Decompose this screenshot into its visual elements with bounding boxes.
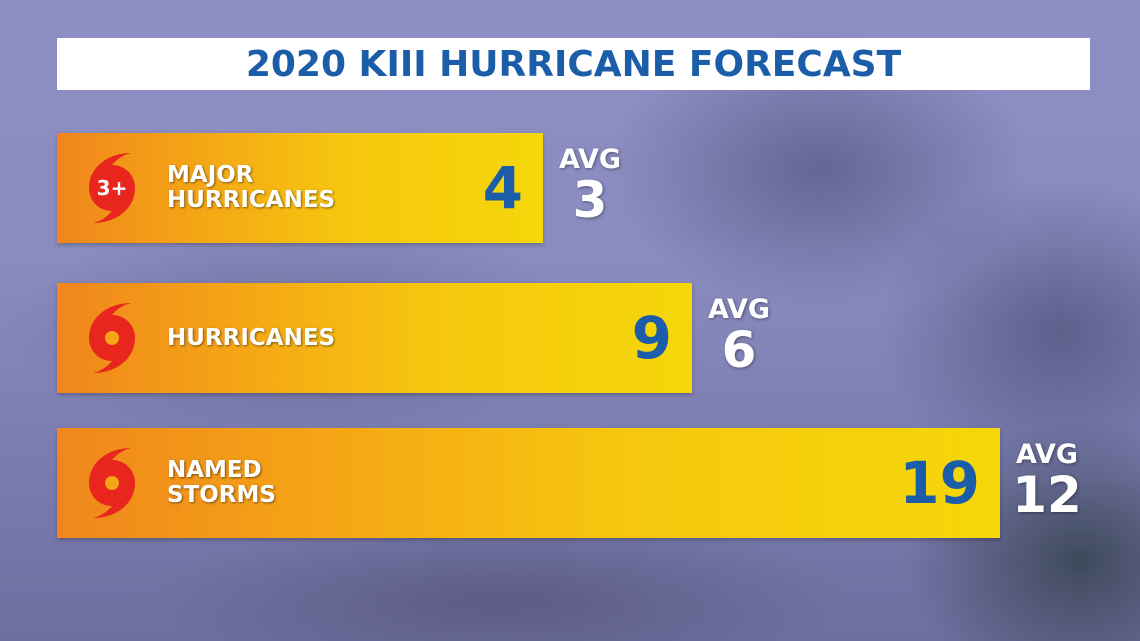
forecast-value: 9: [631, 304, 672, 372]
label-line: HURRICANES: [167, 187, 336, 213]
label-line: MAJOR: [167, 162, 254, 188]
average: AVG 3: [545, 144, 635, 229]
row-label: HURRICANES: [167, 283, 335, 393]
label-line: STORMS: [167, 482, 276, 508]
storm-icon: [89, 303, 135, 373]
storm-icon: [89, 448, 135, 518]
average: AVG 6: [694, 294, 784, 379]
average: AVG 12: [1002, 439, 1092, 524]
avg-label: AVG: [707, 294, 771, 325]
label-line: NAMED: [167, 457, 262, 483]
row-label: MAJOR HURRICANES: [167, 133, 335, 243]
forecast-bar: NAMED STORMS 19: [57, 428, 1000, 538]
avg-value: 3: [572, 171, 608, 229]
label-line: HURRICANES: [167, 324, 336, 351]
forecast-value: 19: [899, 449, 980, 517]
storm-icon: 3+: [89, 153, 135, 223]
icon-label: 3+: [97, 176, 128, 200]
avg-value: 12: [1012, 466, 1082, 524]
row-label: NAMED STORMS: [167, 428, 276, 538]
forecast-bar: 3+ MAJOR HURRICANES 4: [57, 133, 543, 243]
forecast-bar: HURRICANES 9: [57, 283, 692, 393]
avg-label: AVG: [1015, 439, 1079, 470]
forecast-value: 4: [482, 154, 523, 222]
avg-value: 6: [721, 321, 757, 379]
avg-label: AVG: [558, 144, 622, 175]
title: 2020 KIII HURRICANE FORECAST: [57, 38, 1090, 90]
